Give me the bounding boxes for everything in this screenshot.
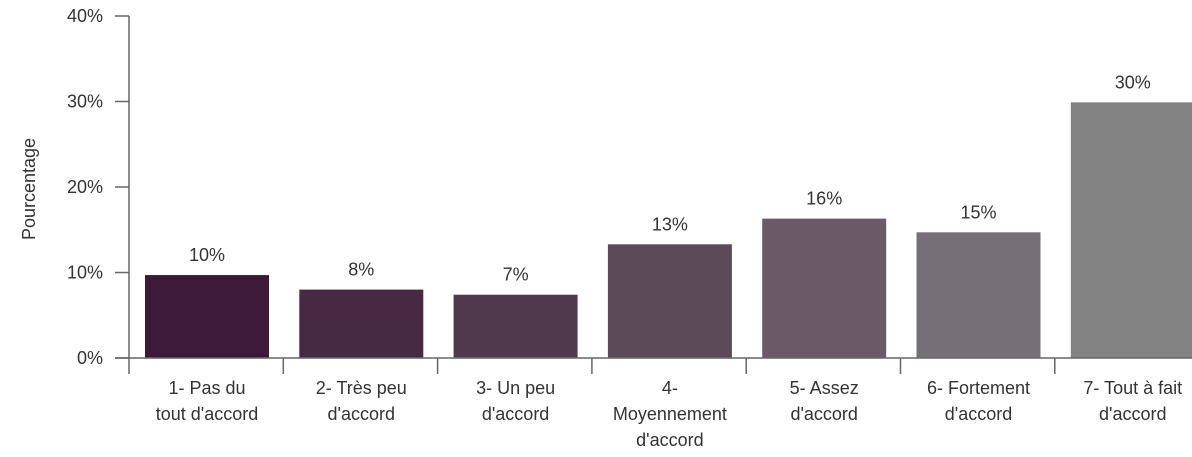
bar xyxy=(145,275,269,358)
x-category-label: 3- Un peu d'accord xyxy=(476,378,555,424)
bar-value-label: 15% xyxy=(960,202,996,222)
bar-value-label: 16% xyxy=(806,189,842,209)
bar xyxy=(607,244,732,358)
y-axis: 0% 10% 20% 30% 40% xyxy=(67,6,130,368)
y-tick-label: 30% xyxy=(67,92,103,112)
bar xyxy=(916,232,1041,358)
y-tick-label: 20% xyxy=(67,177,103,197)
bar-value-label: 10% xyxy=(189,245,225,265)
bar xyxy=(453,294,578,358)
x-category-label: 6- Fortement d'accord xyxy=(927,378,1030,424)
bar-value-label: 13% xyxy=(652,214,688,234)
y-tick-label: 40% xyxy=(67,6,103,26)
x-category-label: 5- Assez d'accord xyxy=(790,378,859,424)
x-category-label: 7- Tout à fait d'accord xyxy=(1083,378,1182,424)
bar-value-label: 8% xyxy=(348,260,374,280)
bar xyxy=(299,289,424,358)
bar-value-label: 7% xyxy=(503,265,529,285)
bars: 10% 8% 7% 13% 16% 15% 30% xyxy=(145,72,1192,358)
bar-value-label: 30% xyxy=(1115,72,1151,92)
y-tick-label: 10% xyxy=(67,263,103,283)
y-tick-label: 0% xyxy=(77,348,103,368)
bar xyxy=(1070,102,1192,358)
y-axis-label: Pourcentage xyxy=(19,138,39,240)
x-category-label: 1- Pas du tout d'accord xyxy=(156,378,259,424)
bar xyxy=(762,218,887,358)
x-category-label: 2- Très peu d'accord xyxy=(316,378,407,424)
x-axis: 1- Pas du tout d'accord 2- Très peu d'accor… xyxy=(115,357,1192,450)
x-category-label: 4-Moyennement d'accord xyxy=(613,378,727,450)
